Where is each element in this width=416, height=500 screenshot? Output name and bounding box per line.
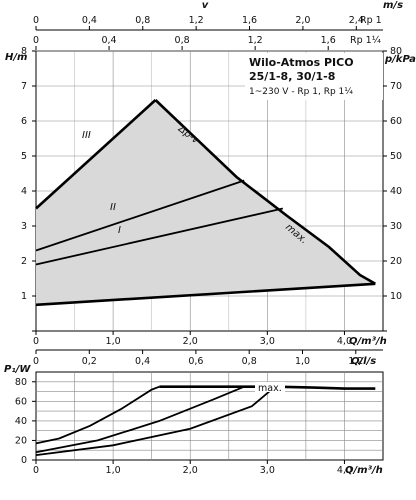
upper-left-tick-label: 8 (21, 46, 27, 57)
top-axis-rp114-tick-label: 1,6 (321, 35, 336, 46)
lower-x-axis-label: Q/m³/h (345, 465, 383, 476)
upper-x-tick-label: 3,0 (260, 336, 275, 347)
label-power-max: max. (258, 383, 282, 394)
lower-top-tick-label: 0,4 (135, 356, 150, 367)
lower-chart-grid (35, 371, 384, 461)
top-axis-rp114-tick-label: 1,2 (248, 35, 263, 46)
top-axis-rp1-tick-label: 2,4 (349, 15, 364, 26)
upper-x-tick-label: 2,0 (183, 336, 198, 347)
lower-x-tick-label: 0 (33, 465, 39, 476)
upper-x-tick-label: 0 (33, 336, 39, 347)
upper-right-tick-label: 60 (390, 116, 402, 127)
operating-area (36, 100, 376, 305)
upper-right-tick-label: 20 (390, 256, 402, 267)
upper-right-tick-label: 80 (390, 46, 402, 57)
top-axis-rp1-tick-label: 2,0 (295, 15, 310, 26)
chart-title: Wilo-Atmos PICO (249, 56, 354, 69)
power-curve-II (35, 385, 245, 454)
lower-y-axis-label: P₁/W (4, 364, 31, 375)
lower-y-tick-label: 60 (15, 396, 27, 407)
lower-x-tick-label: 3,0 (260, 465, 275, 476)
title-box (245, 53, 383, 100)
top-axis-rp114-tick-label: 0,8 (175, 35, 190, 46)
top-axis-rp114-tick-label: 0,4 (101, 35, 116, 46)
upper-left-tick-label: 4 (21, 186, 27, 197)
upper-x-tick-label: 1,0 (106, 336, 121, 347)
upper-left-tick-label: 3 (21, 221, 27, 232)
top-axis-ms-label: m/s (383, 0, 403, 11)
curve-min (35, 282, 376, 307)
lower-top-axis-label: Q/l/s (351, 356, 376, 367)
max-label-bg (255, 382, 285, 392)
power-curve-III (35, 385, 160, 445)
upper-left-tick-label: 5 (21, 151, 27, 162)
lower-top-tick-label: 0,6 (188, 356, 203, 367)
lower-x-tick-label: 4,0 (337, 465, 352, 476)
top-axis-rp1-unit: Rp 1 (360, 15, 382, 26)
upper-right-tick-label: 30 (390, 221, 402, 232)
top-axis-rp1-tick-label: 1,6 (242, 15, 257, 26)
upper-left-axis-label: H/m (5, 52, 27, 63)
top-axis-rp114-tick-label: 0 (33, 35, 39, 46)
power-curve-I (35, 386, 276, 456)
curve-III (35, 99, 157, 210)
top-axis-rp1-tick-label: 0,8 (135, 15, 150, 26)
upper-right-tick-label: 40 (390, 186, 402, 197)
label-III: III (82, 130, 91, 141)
curve-max (154, 99, 376, 285)
lower-top-tick-label: 1,0 (295, 356, 310, 367)
lower-plot-frame (35, 371, 384, 461)
upper-left-tick-label: 1 (21, 291, 27, 302)
upper-right-axis-label: p/kPa (384, 54, 416, 65)
chart-subtitle: 25/1-8, 30/1-8 (249, 70, 335, 83)
lower-y-tick-label: 20 (15, 435, 27, 446)
upper-right-tick-label: 10 (390, 291, 402, 302)
top-axis-rp114-unit: Rp 1¼ (350, 35, 381, 46)
power-curve-max (159, 385, 376, 390)
lower-x-tick-label: 1,0 (106, 465, 121, 476)
curve-I (35, 207, 283, 266)
label-I: I (118, 225, 121, 236)
upper-left-tick-label: 7 (21, 81, 27, 92)
upper-left-tick-label: 2 (21, 256, 27, 267)
upper-chart-axes: 0 1,0 2,0 3,0 4,0Q/m³/h 1 2 3 4 5 6 7 8H/m 10 20 30 40 50… (5, 0, 416, 347)
lower-y-tick-label: 40 (15, 416, 27, 427)
lower-top-tick-label: 0,8 (242, 356, 257, 367)
lower-y-tick-label: 0 (21, 455, 27, 466)
upper-x-tick-label: 4,0 (337, 336, 352, 347)
lower-y-tick-label: 80 (15, 377, 27, 388)
upper-right-tick-label: 50 (390, 151, 402, 162)
lower-x-tick-label: 2,0 (183, 465, 198, 476)
chart-note: 1~230 V - Rp 1, Rp 1¼ (249, 87, 353, 97)
upper-right-tick-label: 70 (390, 81, 402, 92)
curve-II (35, 179, 245, 252)
lower-top-tick-label: 1,2 (348, 356, 363, 367)
upper-x-axis-label: Q/m³/h (349, 336, 387, 347)
lower-chart-series: max. (35, 382, 376, 456)
label-II: II (110, 202, 116, 213)
top-axis-rp1-tick-label: 0 (33, 15, 39, 26)
lower-top-tick-label: 0 (33, 356, 39, 367)
top-axis-v-label: v (202, 0, 209, 11)
lower-top-tick-label: 0,2 (82, 356, 97, 367)
top-axis-rp1-tick-label: 0,4 (82, 15, 97, 26)
top-axis-rp1-tick-label: 1,2 (189, 15, 204, 26)
upper-chart-operating-area (36, 100, 376, 305)
upper-left-tick-label: 6 (21, 116, 27, 127)
